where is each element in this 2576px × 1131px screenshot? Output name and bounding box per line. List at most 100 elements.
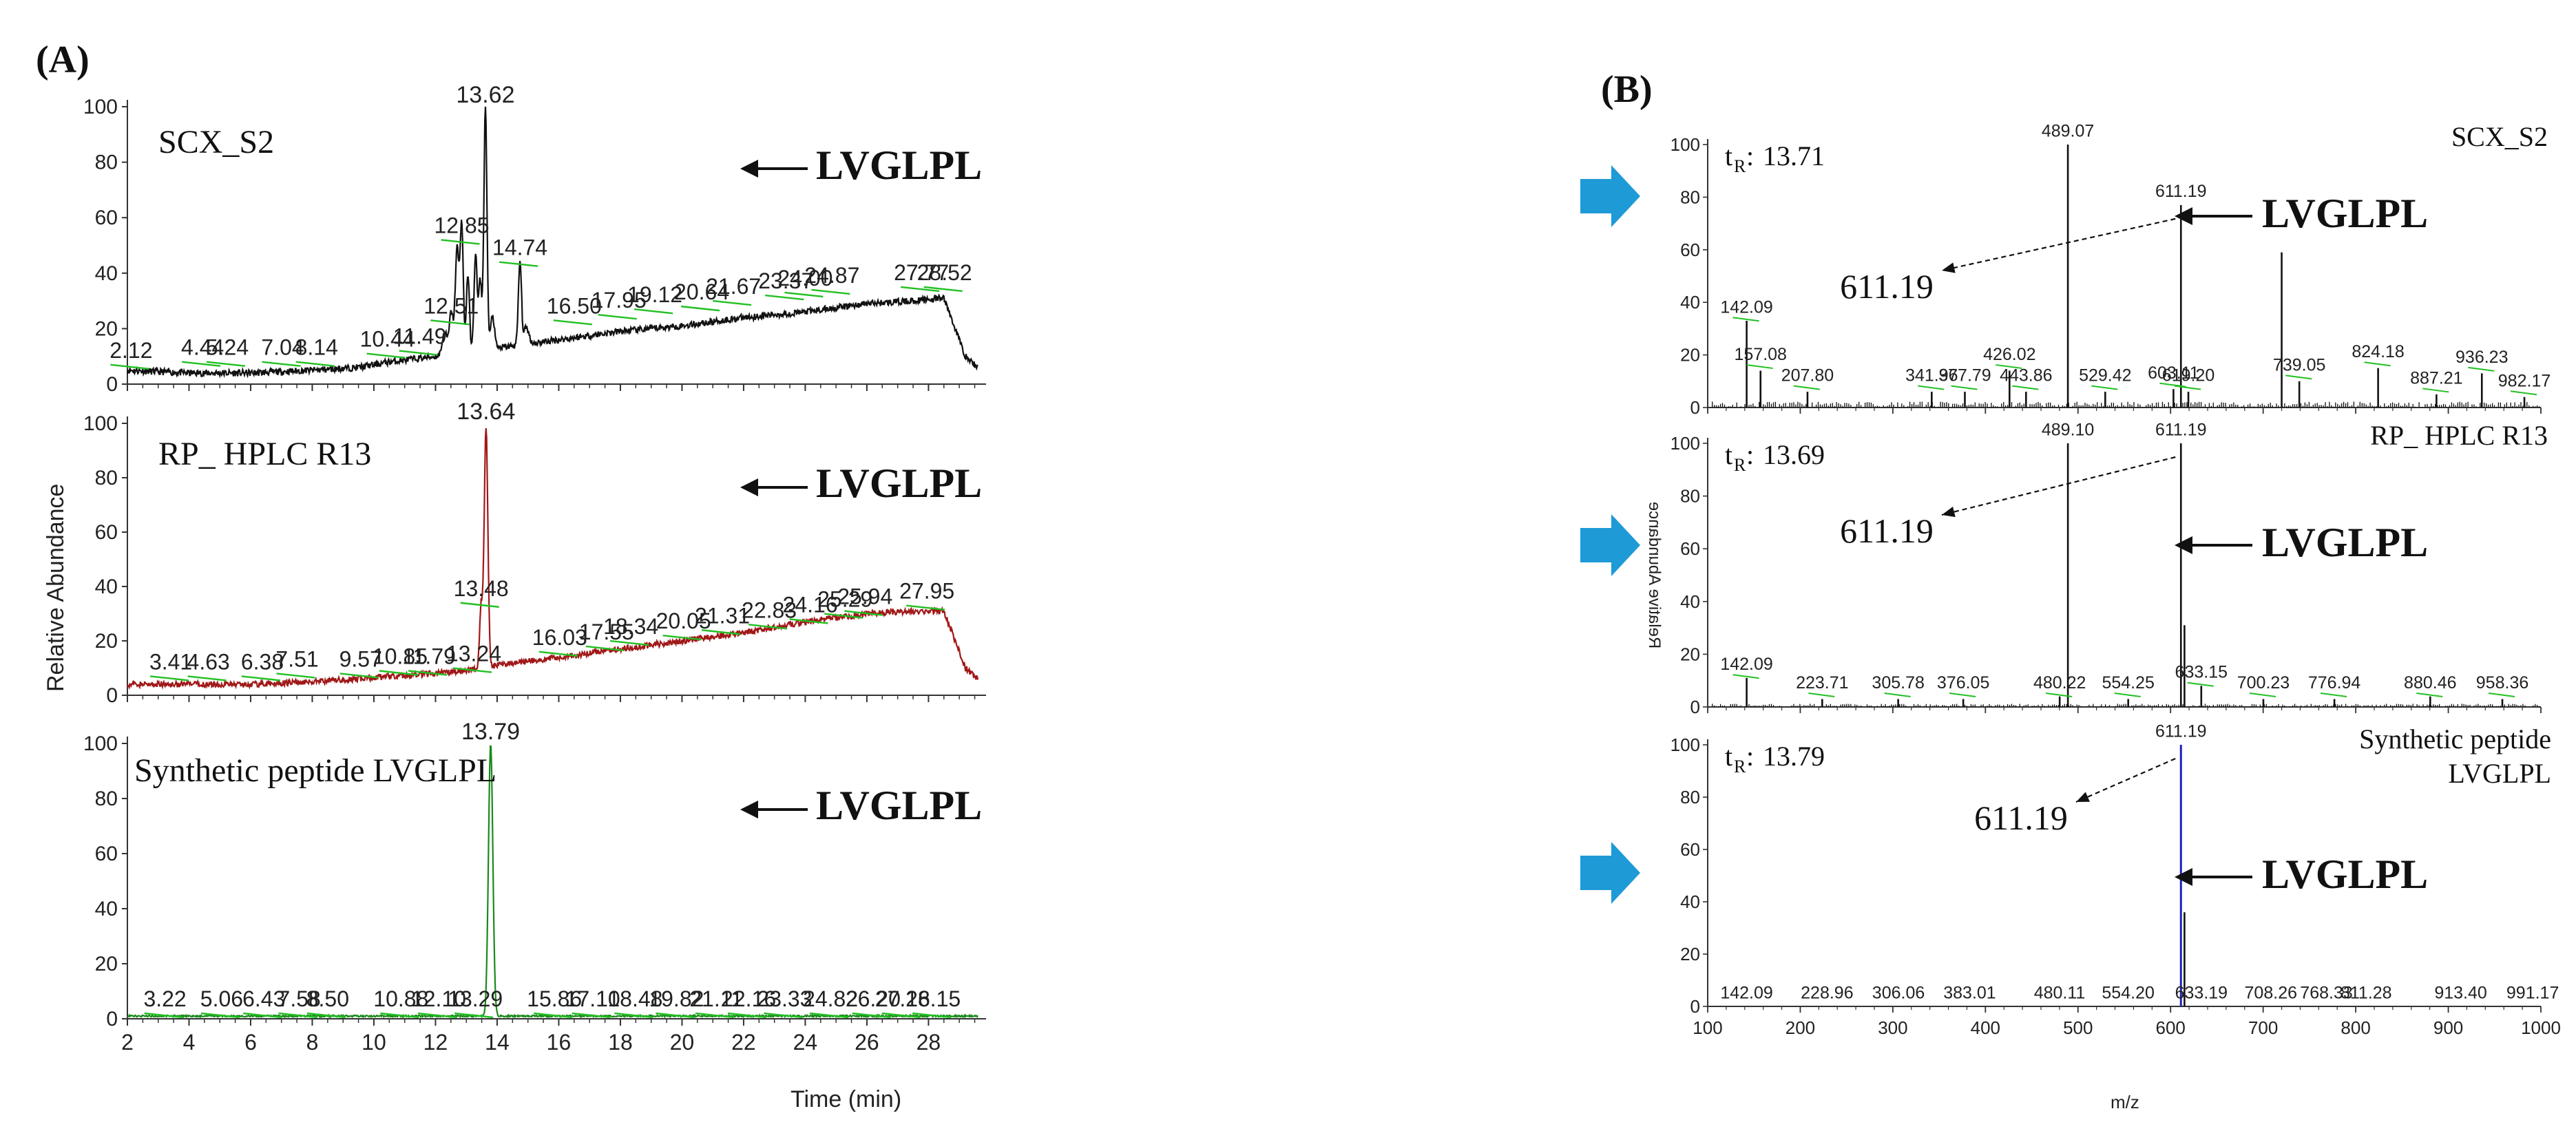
peptide-arrow-head (740, 478, 758, 496)
spectrum-title-line2: LVGLPL (2448, 758, 2551, 789)
retention-time-subscript: R (1734, 156, 1746, 176)
ms-peak-label: 426.02 (1983, 345, 2035, 364)
panel-label-a: (A) (36, 39, 90, 81)
peptide-arrow-head (740, 160, 758, 178)
peak-marker (499, 261, 538, 267)
y-tick-label: 100 (1671, 734, 1700, 755)
peak-label: 21.31 (695, 603, 750, 628)
peak-label: 3.22 (143, 986, 186, 1011)
peak-marker (2285, 374, 2312, 380)
chromatogram-trace (126, 106, 978, 379)
peak-marker (2249, 693, 2276, 698)
peak-marker (764, 1012, 803, 1019)
peak-marker (339, 673, 379, 679)
peak-label: 11.49 (393, 324, 447, 349)
peak-marker (614, 1012, 653, 1019)
precursor-mz-label: 611.19 (1974, 799, 2068, 837)
peak-label: 15.86 (527, 986, 582, 1011)
peak-label: 27.95 (899, 579, 954, 604)
peak-marker (662, 634, 702, 641)
peak-marker (1732, 317, 1759, 322)
peak-label: 4.63 (187, 649, 230, 674)
peak-marker (789, 618, 828, 624)
peak-label: 19.12 (627, 282, 682, 307)
peptide-label: LVGLPL (816, 783, 982, 828)
retention-time-prefix: t (1725, 741, 1732, 772)
peak-marker (149, 675, 189, 681)
peak-marker (206, 361, 246, 367)
x-tick-label: 16 (547, 1030, 572, 1055)
x-tick-label: 200 (1786, 1017, 1815, 1038)
y-tick-label: 0 (1690, 397, 1700, 418)
x-tick-label: 10 (362, 1030, 386, 1055)
ms-peak-label: 306.06 (1872, 983, 1925, 1002)
peak-marker (460, 602, 499, 608)
chromatogram-0: 0 20 40 60 80 100 2.12 4.445.24 7.048.14 10.4411.… (83, 82, 986, 396)
y-tick-label: 100 (1671, 134, 1700, 155)
x-tick-label: 4 (183, 1030, 196, 1055)
retention-time-colon: : (1746, 140, 1754, 171)
ms-peak-label: 913.40 (2434, 983, 2486, 1002)
x-tick-label: 6 (244, 1030, 257, 1055)
peak-label: 17.95 (591, 288, 647, 313)
peak-marker (824, 613, 863, 619)
x-tick-label: 100 (1693, 1017, 1722, 1038)
peak-label: 3.41 (149, 649, 192, 674)
peak-label: 17.55 (579, 620, 634, 644)
ms-peak-label: 611.19 (2155, 420, 2207, 439)
peak-label: 23.33 (757, 986, 812, 1011)
peak-marker (695, 1012, 735, 1019)
peak-label: 26.20 (846, 986, 901, 1011)
peak-marker (1808, 693, 1835, 698)
peak-label: 24.16 (783, 592, 838, 617)
peak-label: 7.04 (261, 335, 304, 360)
peak-label: 10.44 (360, 327, 415, 352)
mass-spectrum-panel: 0 20 40 60 80 100 142.09 157.08 207.80 341.96377.… (1645, 121, 2561, 1038)
x-tick-label: 1000 (2521, 1017, 2561, 1038)
ms-peak-label: 377.79 (1938, 366, 1991, 385)
peak-marker (366, 352, 406, 359)
y-tick-label: 80 (1680, 187, 1700, 207)
spectrum-title: SCX_S2 (2451, 121, 2548, 152)
peak-label: 22.83 (742, 598, 797, 622)
peak-marker (881, 1012, 921, 1019)
peak-label: 21.67 (706, 274, 761, 299)
y-tick-label: 40 (95, 898, 118, 920)
peak-label: 13.29 (448, 986, 503, 1011)
peak-label: 13.62 (456, 82, 514, 108)
peak-label: 19.82 (649, 986, 704, 1011)
retention-time-subscript: R (1734, 757, 1746, 776)
peak-marker (187, 675, 227, 681)
x-tick-label: 12 (423, 1030, 448, 1055)
y-tick-label: 20 (95, 630, 118, 653)
ms-peak-label: 305.78 (1872, 673, 1924, 693)
panel-label-b: (B) (1601, 68, 1653, 111)
precursor-dashed-arrow (1941, 456, 2176, 516)
ms-peak-label: 157.08 (1735, 345, 1787, 364)
peak-marker (656, 1012, 695, 1019)
peak-marker (379, 670, 419, 676)
peak-label: 13.79 (461, 719, 520, 745)
retention-time-value: 13.69 (1763, 439, 1825, 470)
peak-label: 13.48 (454, 576, 509, 601)
peak-marker (1884, 693, 1911, 698)
peak-marker (713, 299, 752, 306)
y-tick-label: 0 (106, 684, 118, 707)
precursor-mz-label: 611.19 (1840, 511, 1934, 550)
x-tick-label: 14 (485, 1030, 510, 1055)
peak-marker (2174, 385, 2201, 390)
y-tick-label: 80 (1680, 486, 1700, 507)
precursor-arrow-head (1942, 507, 1956, 518)
peak-marker (2091, 385, 2118, 390)
peak-marker (809, 1012, 849, 1019)
peak-marker (1732, 674, 1759, 679)
ms-peak-label: 480.22 (2033, 673, 2086, 693)
y-tick-label: 40 (1680, 292, 1700, 313)
peak-label: 27.16 (875, 986, 930, 1011)
peak-marker (912, 1012, 952, 1019)
peak-label: 28.52 (917, 260, 972, 285)
peak-label: 25.94 (837, 584, 892, 609)
ms-peak-label: 776.94 (2308, 673, 2361, 693)
ms-peak-label: 991.17 (2506, 983, 2559, 1002)
